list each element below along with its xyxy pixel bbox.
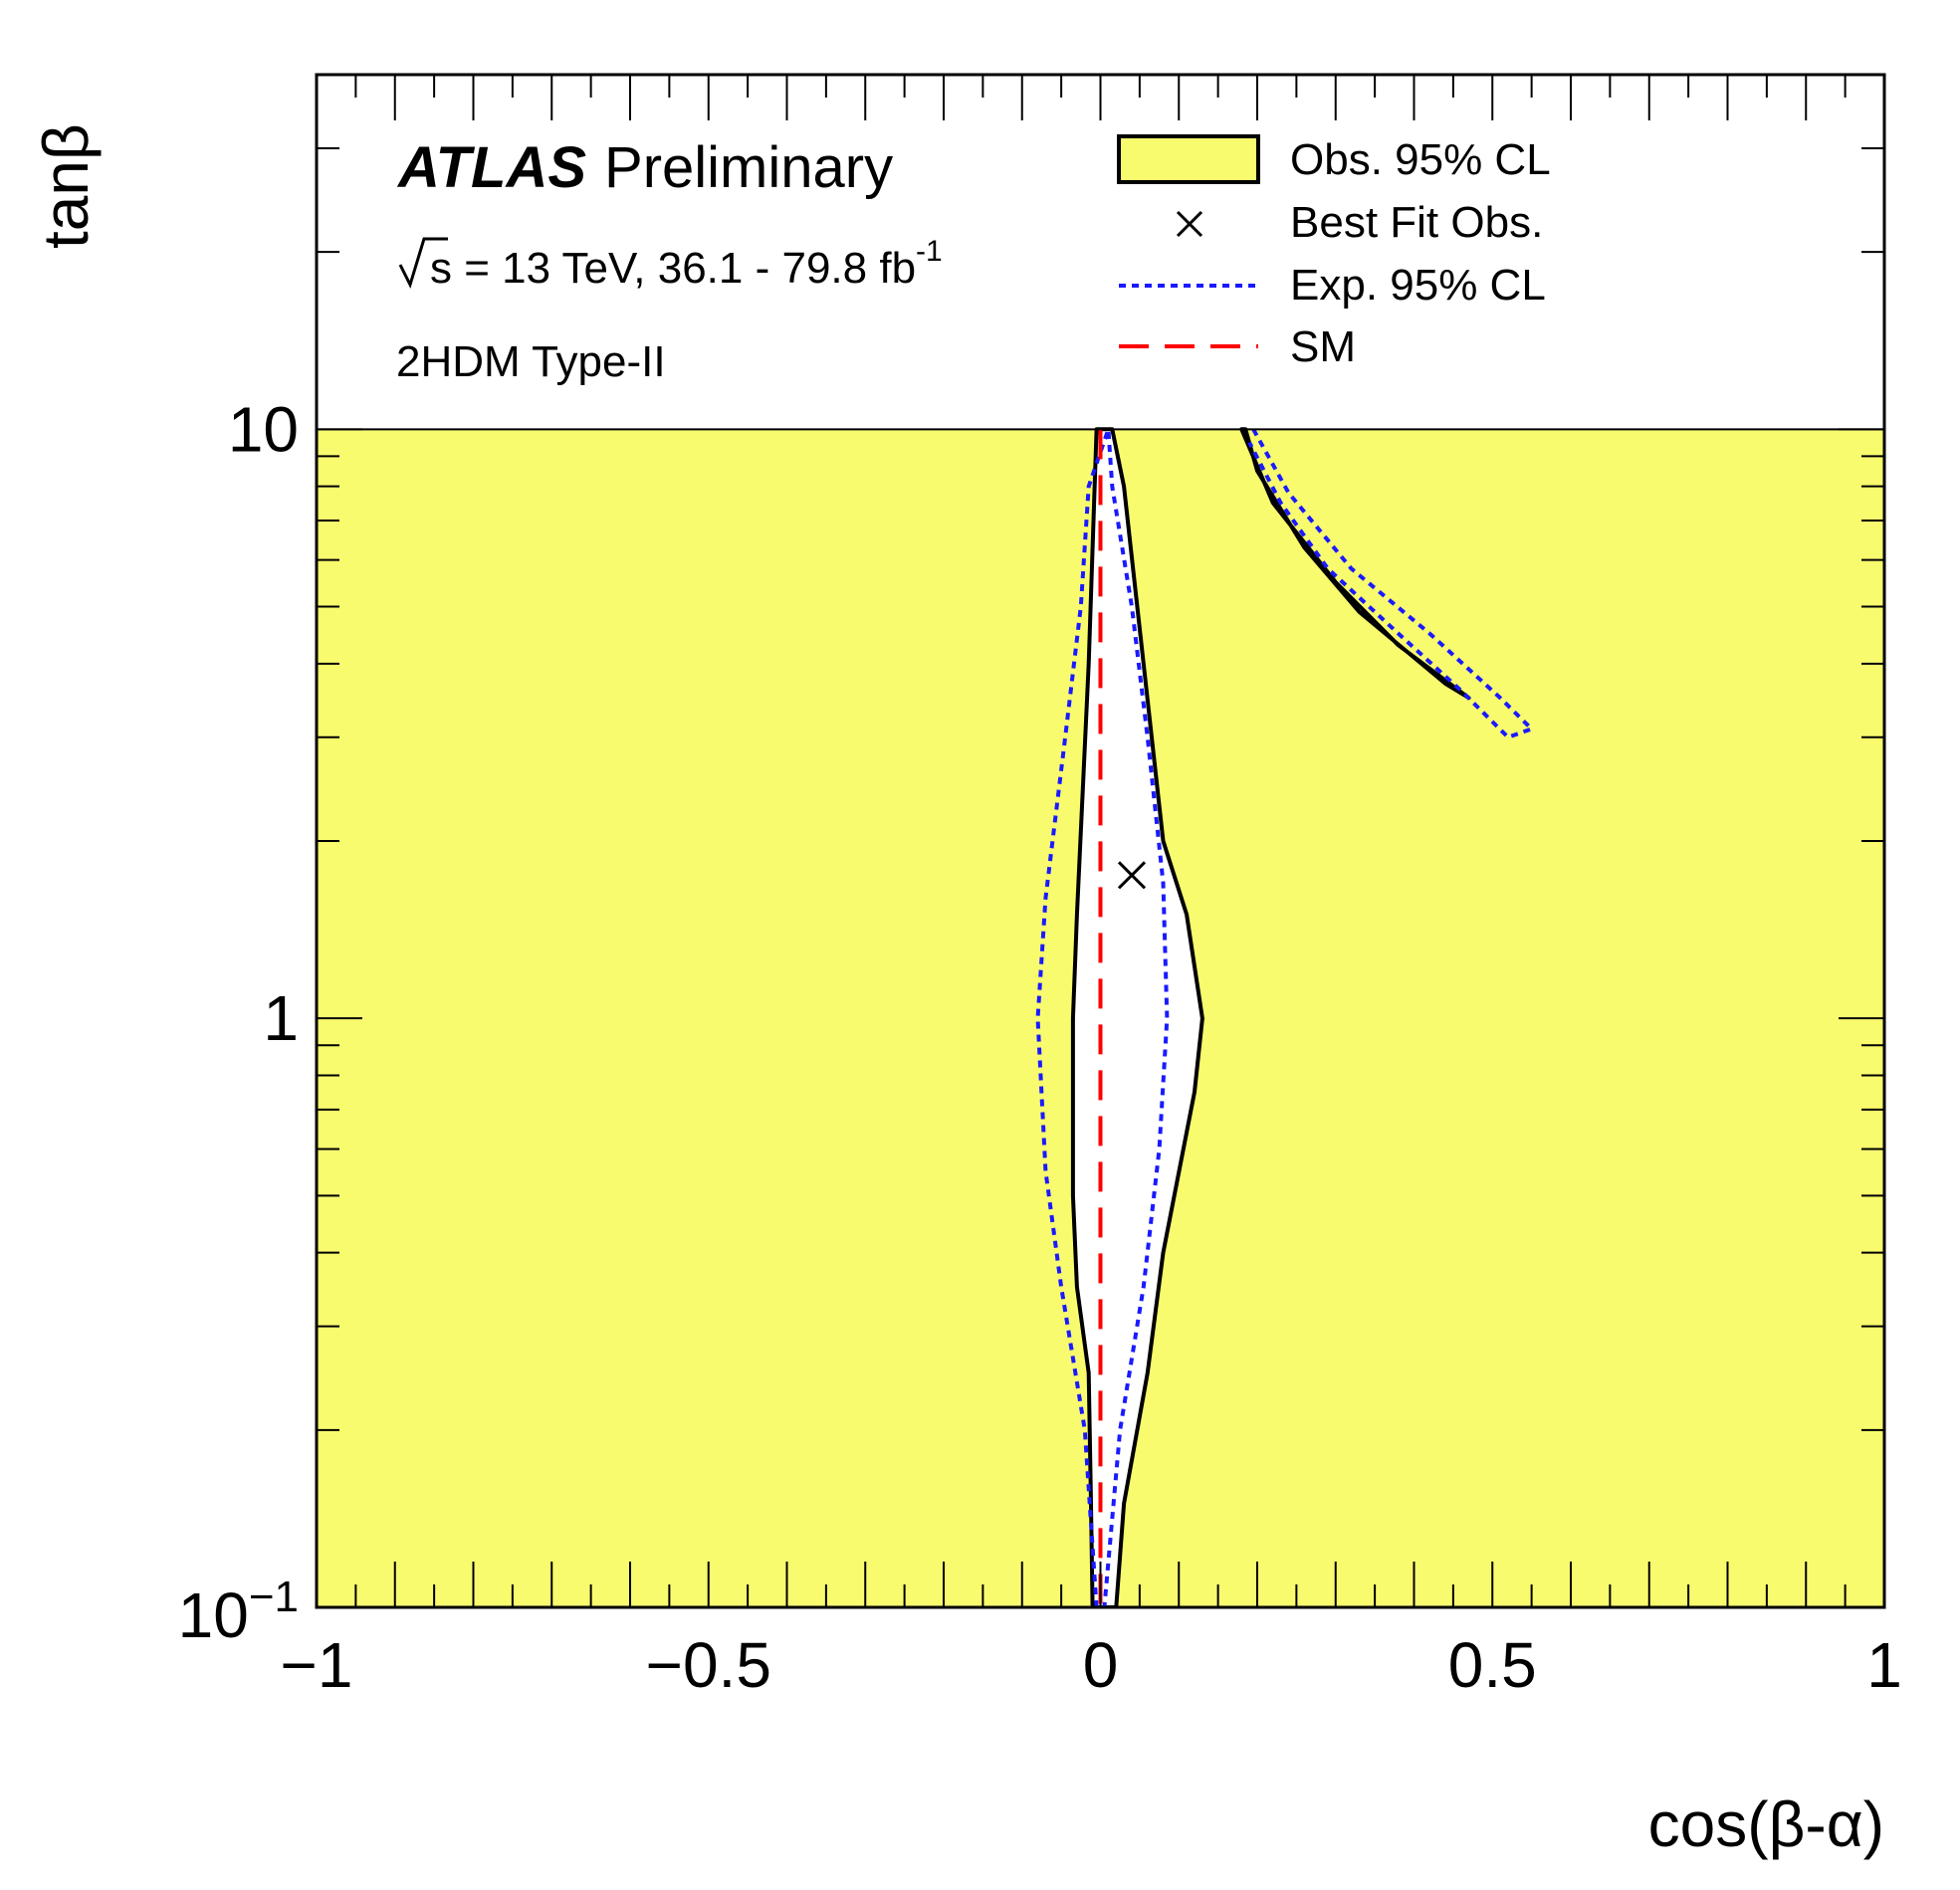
y-tick-labels: 10−1 1 10	[178, 393, 299, 1651]
sqrt-icon	[398, 237, 448, 290]
observed-allowed-central	[1070, 427, 1204, 1607]
plot-frame	[315, 73, 1886, 1609]
x-tick-label: −0.5	[646, 1629, 771, 1701]
y-tick-label: 1	[263, 982, 299, 1054]
legend-label-expected: Exp. 95% CL	[1290, 261, 1546, 310]
energy-exponent: -1	[916, 235, 943, 268]
x-axis-title: cos(β-α)	[1648, 1788, 1884, 1860]
legend-label-sm: SM	[1290, 322, 1356, 371]
energy-text: s = 13 TeV, 36.1 - 79.8 fb-1	[430, 235, 943, 293]
legend-swatch-best-fit	[1176, 210, 1203, 238]
y-axis-title: tanβ	[30, 123, 102, 249]
energy-label: s = 13 TeV, 36.1 - 79.8 fb-1	[398, 235, 943, 293]
x-tick-label: 0	[1083, 1629, 1119, 1701]
energy-prefix: s = 13 TeV, 36.1 - 79.8 fb	[430, 244, 916, 293]
x-tick-labels: −1 −0.5 0 0.5 1	[281, 1629, 1902, 1701]
legend-label-best-fit: Best Fit Obs.	[1290, 198, 1543, 247]
status-label: Preliminary	[604, 135, 893, 200]
legend: Obs. 95% CL Best Fit Obs. Exp. 95% CL SM	[1117, 134, 1551, 371]
legend-label-observed: Obs. 95% CL	[1290, 135, 1551, 184]
best-fit-marker	[1117, 861, 1147, 890]
y-tick-label: 10	[228, 393, 299, 465]
experiment-label: ATLAS	[396, 135, 586, 200]
legend-swatch-observed	[1117, 134, 1260, 184]
x-tick-label: 1	[1866, 1629, 1902, 1701]
atlas-label: ATLAS Preliminary	[396, 135, 893, 200]
observed-allowed-upper-band	[1239, 427, 1471, 701]
x-tick-label: −1	[281, 1629, 353, 1701]
best-fit-stroke	[1117, 861, 1147, 890]
y-tick-label: 10−1	[178, 1573, 299, 1651]
model-label: 2HDM Type-II	[396, 337, 666, 386]
x-tick-label: 0.5	[1448, 1629, 1537, 1701]
